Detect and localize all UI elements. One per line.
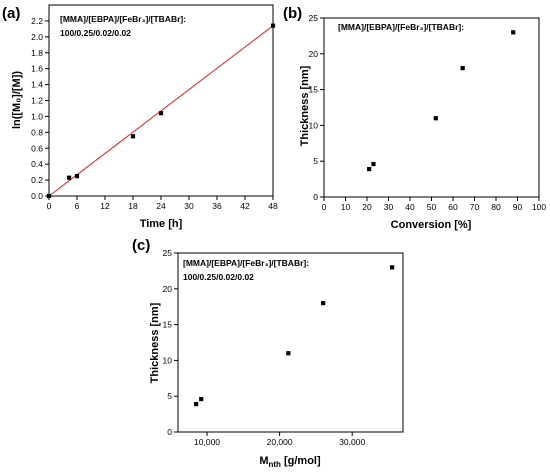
panel-a: (a) [MMA]/[EBPA]/[FeBr₃]/[TBABr]: 100/0.… <box>2 4 278 230</box>
panel-a-y-tick-label: 0.0 <box>31 191 43 201</box>
panel-a-y-tick-label: 2.2 <box>31 16 43 26</box>
panel-a-y-tick-label: 0.4 <box>31 159 43 169</box>
panel-c-data-point <box>286 351 291 356</box>
panel-c-data-point <box>199 396 204 402</box>
panel-a-fit-line <box>48 25 274 197</box>
panel-b-y-axis-title: Thickness [nm] <box>299 65 311 146</box>
panel-b-y-tick-label: 15 <box>309 85 319 95</box>
panel-c-x-tick-label: 10,000 <box>194 437 220 447</box>
panel-b-y-ticks: 0 5 10 15 20 25 <box>309 13 324 202</box>
panel-b-plot-frame <box>323 17 540 198</box>
panel-b-x-tick-label: 60 <box>448 202 458 212</box>
panel-a-annotation-line-1: [MMA]/[EBPA]/[FeBr₃]/[TBABr]: <box>60 14 186 24</box>
panel-a-x-tick-label: 6 <box>75 201 80 211</box>
panel-a-x-tick-label: 42 <box>240 201 250 211</box>
panel-b-x-tick-label: 90 <box>513 202 523 212</box>
panel-b-x-tick-label: 80 <box>491 202 501 212</box>
panel-c-annotation-line-2: 100/0.25/0.02/0.02 <box>183 272 254 282</box>
panel-b-y-tick-label: 10 <box>309 120 319 130</box>
panel-c-x-tick-label: 20,000 <box>267 437 293 447</box>
panel-b-x-axis-title: Conversion [%] <box>391 219 472 231</box>
panel-b-x-ticks: 0 10 20 30 40 50 60 70 80 90 100 <box>322 197 546 212</box>
panel-a-y-tick-label: 1.2 <box>31 96 43 106</box>
panel-a-y-tick-label: 0.6 <box>31 143 43 153</box>
panel-a-x-ticks: 0 6 12 18 24 30 36 42 48 <box>47 196 278 211</box>
panel-c-marks <box>194 265 395 407</box>
panel-b-data-point <box>460 66 465 71</box>
panel-a-data-point <box>66 175 72 180</box>
panel-a-marks <box>46 23 276 199</box>
panel-b-data-point <box>371 161 376 167</box>
panel-a-x-tick-label: 12 <box>100 201 110 211</box>
panel-b-label: (b) <box>283 5 302 22</box>
panel-a-x-tick-label: 48 <box>268 201 278 211</box>
panel-b-y-tick-label: 25 <box>309 13 319 23</box>
panel-c-data-point <box>194 401 199 407</box>
panel-a-y-tick-label: 1.0 <box>31 111 43 121</box>
panel-b-x-tick-label: 0 <box>322 202 327 212</box>
panel-a-y-ticks: 0.0 0.2 0.4 0.6 0.8 1.0 1.2 1.4 1.6 1.8 2.0 2.2 <box>31 16 49 201</box>
panel-c-x-tick-label: 30,000 <box>339 437 365 447</box>
panel-c-y-tick-label: 10 <box>163 355 173 365</box>
panel-b-data-point <box>367 166 372 172</box>
panel-b-x-tick-label: 50 <box>427 202 437 212</box>
panel-a-data-point <box>130 134 136 139</box>
panel-b-x-tick-label: 10 <box>341 202 351 212</box>
panel-a-y-tick-label: 2.0 <box>31 32 43 42</box>
panel-b-x-tick-label: 20 <box>362 202 372 212</box>
panel-c-y-tick-label: 0 <box>167 427 172 437</box>
panel-a-y-tick-label: 1.4 <box>31 80 43 90</box>
panel-a-data-point <box>74 174 80 179</box>
panel-b-marks <box>367 30 516 172</box>
panel-c-x-axis-title: Mnth [g/mol] <box>259 455 321 469</box>
panel-a-x-tick-label: 0 <box>47 201 52 211</box>
panel-b-y-tick-label: 0 <box>313 192 318 202</box>
panel-c-plot-frame <box>177 252 404 433</box>
panel-c-y-ticks: 0 5 10 15 20 25 <box>163 248 178 437</box>
panel-a-x-tick-label: 30 <box>184 201 194 211</box>
panel-b-x-tick-label: 30 <box>384 202 394 212</box>
panel-c-label: (c) <box>132 237 150 254</box>
panel-a-data-point <box>270 23 276 28</box>
panel-a-y-tick-label: 0.2 <box>31 175 43 185</box>
panel-b-annotation-line-1: [MMA]/[EBPA]/[FeBr₃]/[TBABr]: <box>338 22 464 32</box>
panel-b-x-tick-label: 70 <box>470 202 480 212</box>
panel-a-data-point <box>158 111 164 116</box>
panel-b-x-tick-label: 100 <box>532 202 546 212</box>
panel-c: (c) [MMA]/[EBPA]/[FeBr₃]/[TBABr]: 100/0.… <box>132 237 404 469</box>
panel-a-data-point <box>46 193 52 199</box>
panel-a-y-tick-label: 1.8 <box>31 48 43 58</box>
panel-b-y-tick-label: 5 <box>313 156 318 166</box>
panel-a-x-tick-label: 24 <box>156 201 166 211</box>
panel-a-label: (a) <box>2 5 20 22</box>
panel-a-x-tick-label: 36 <box>212 201 222 211</box>
panel-c-x-ticks: 10,000 20,000 30,000 <box>194 432 365 447</box>
panel-b: (b) [MMA]/[EBPA]/[FeBr₃]/[TBABr]: 0 10 20 3… <box>283 5 546 231</box>
panel-a-y-axis-title: ln([M₀]/[M]) <box>11 71 23 129</box>
panel-a-annotation-line-2: 100/0.25/0.02/0.02 <box>60 28 131 38</box>
panel-c-y-tick-label: 20 <box>163 284 173 294</box>
panel-c-x-axis-title-main: M <box>259 455 268 467</box>
panel-c-data-point <box>390 265 395 270</box>
panel-c-y-tick-label: 25 <box>163 248 173 258</box>
panel-a-y-tick-label: 0.8 <box>31 127 43 137</box>
panel-c-data-point <box>321 301 326 306</box>
panel-b-data-point <box>511 30 516 35</box>
panel-c-x-axis-title-unit: [g/mol] <box>281 455 321 467</box>
panel-b-x-tick-label: 40 <box>405 202 415 212</box>
panel-b-y-tick-label: 20 <box>309 49 319 59</box>
panel-c-y-tick-label: 5 <box>167 391 172 401</box>
panel-b-data-point <box>433 116 438 121</box>
panel-a-x-tick-label: 18 <box>128 201 138 211</box>
panel-a-y-tick-label: 1.6 <box>31 64 43 74</box>
panel-c-x-axis-title-subscript: nth <box>269 460 282 469</box>
panel-c-y-axis-title: Thickness [nm] <box>149 302 161 383</box>
panel-c-y-tick-label: 15 <box>163 320 173 330</box>
panel-a-x-axis-title: Time [h] <box>140 218 183 230</box>
panel-c-annotation-line-1: [MMA]/[EBPA]/[FeBr₃]/[TBABr]: <box>183 258 309 268</box>
